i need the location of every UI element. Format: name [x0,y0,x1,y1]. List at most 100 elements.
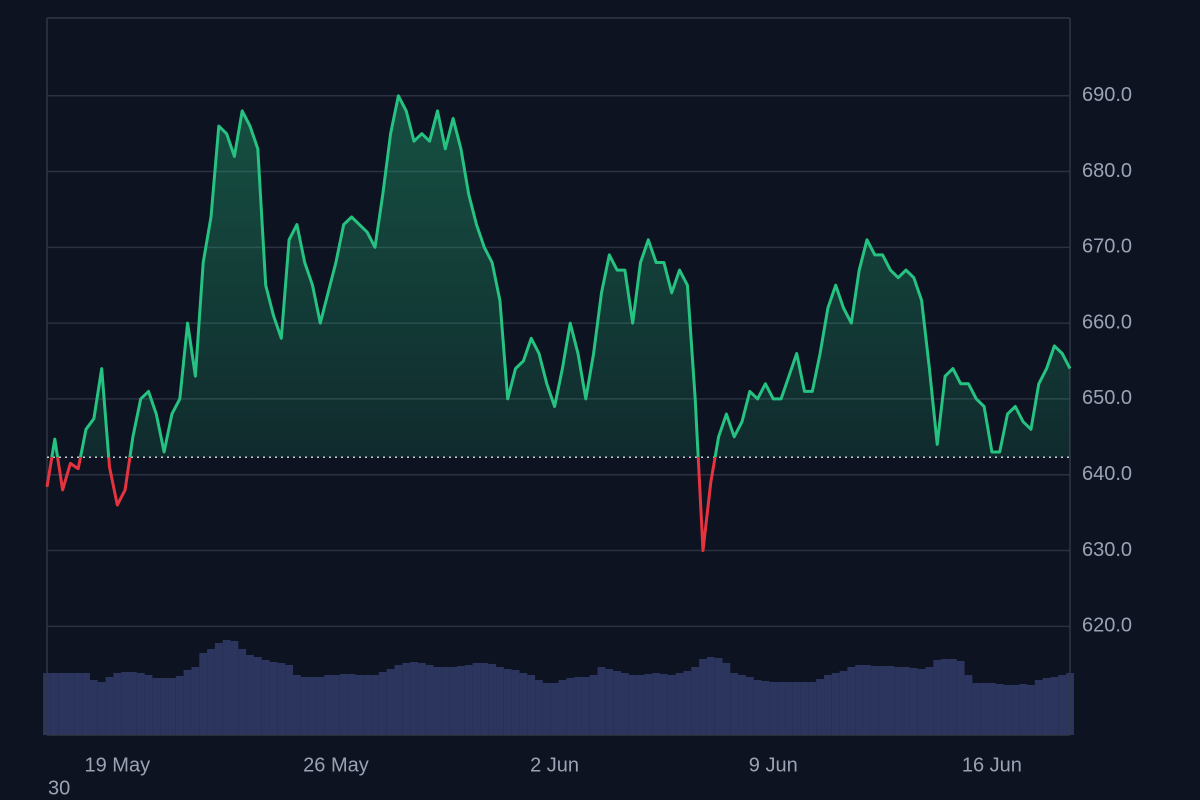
volume-bar [449,667,457,735]
volume-bar [378,672,387,735]
x-tick-label: 9 Jun [749,754,798,776]
volume-bar [136,673,145,735]
volume-bar [511,670,520,735]
volume-bar [410,662,418,735]
volume-bar [917,669,926,735]
volume-bar [597,667,606,735]
y-tick-label: 620.0 [1082,615,1132,637]
volume-bar [261,660,270,735]
volume-bar [58,673,67,735]
volume-bar [894,667,903,735]
volume-bar [925,667,934,735]
volume-bar [620,673,629,735]
volume-bar [980,683,989,735]
volume-bar [652,673,661,735]
volume-bar [519,673,528,735]
volume-bar [332,675,340,735]
volume-bar [909,668,918,735]
volume-bar [667,675,676,735]
volume-bar [558,680,567,735]
volume-bar [863,665,871,735]
volume-bar [386,669,395,735]
volume-bar [589,675,598,735]
volume-bar [824,675,832,735]
volume-bar [988,683,996,735]
volume-bar [699,659,707,735]
volume-bar [714,658,723,735]
volume-bar [870,666,879,735]
volume-bar [792,682,801,735]
volume-bar [566,678,575,735]
y-tick-label: 680.0 [1082,160,1132,182]
volume-bar [745,677,754,735]
volume-bar [324,675,333,735]
volume-bar [769,682,778,735]
volume-bar [441,667,450,735]
volume-bar [191,667,200,735]
volume-bar [995,684,1004,735]
volume-bar [144,675,153,735]
volume-bar [363,675,372,735]
volume-bar [402,663,411,735]
volume-bar [706,657,715,735]
y-tick-label: 660.0 [1082,311,1132,333]
volume-bar [972,683,981,735]
volume-bar [605,669,614,735]
volume-bar [933,660,942,735]
volume-bar [456,666,465,735]
volume-bar [628,675,637,735]
volume-bar [886,666,895,735]
volume-bar [316,677,325,735]
volume-bar [1050,677,1059,735]
y-tick-label: 670.0 [1082,236,1132,258]
volume-bar [113,673,122,735]
volume-bar [816,679,825,735]
volume-bar [948,659,957,735]
volume-bar [1034,680,1043,735]
volume-bar [753,680,762,735]
volume-bar [128,672,137,735]
volume-bar [339,674,348,735]
volume-bar [50,673,59,735]
volume-bar [730,673,739,735]
y-tick-label: 650.0 [1082,387,1132,409]
volume-bar [425,665,434,735]
volume-bar [1042,678,1051,735]
volume-bar [97,682,106,735]
x-tick-label: 2 Jun [530,754,579,776]
volume-bar [222,640,231,735]
volume-bar [542,683,551,735]
volume-bar [1011,685,1020,735]
x-tick-label: 16 Jun [962,754,1022,776]
volume-bar [355,675,364,735]
volume-bar [941,659,949,735]
volume-bar [613,671,621,735]
volume-bar [246,655,254,735]
volume-bar [683,671,692,735]
volume-bar [581,677,590,735]
volume-bar [480,663,489,735]
volume-bar [160,678,169,735]
plot: 620.0 630.0 640.0 650.0 660.0 670.0 680.0 690.0… [43,17,1132,776]
volume-bar [168,678,176,735]
volume-bar [277,663,286,735]
y-tick-label: 690.0 [1082,84,1132,106]
volume-bar [878,666,887,735]
volume-bar [847,667,856,735]
volume-bar [550,683,559,735]
corner-label: 30 [48,777,70,799]
volume-bar [496,667,504,735]
volume-bar [902,667,910,735]
volume-bar [574,677,582,735]
volume-bar [1019,684,1028,735]
volume-bar [152,678,161,735]
volume-bar [691,667,700,735]
volume-bar [175,676,184,735]
volume-bar [105,677,114,735]
volume-bar [464,665,473,735]
volume-bar [800,682,809,735]
y-tick-label: 630.0 [1082,539,1132,561]
volume-bar [761,681,770,735]
volume-bar [66,673,75,735]
volume-bar [89,680,98,735]
